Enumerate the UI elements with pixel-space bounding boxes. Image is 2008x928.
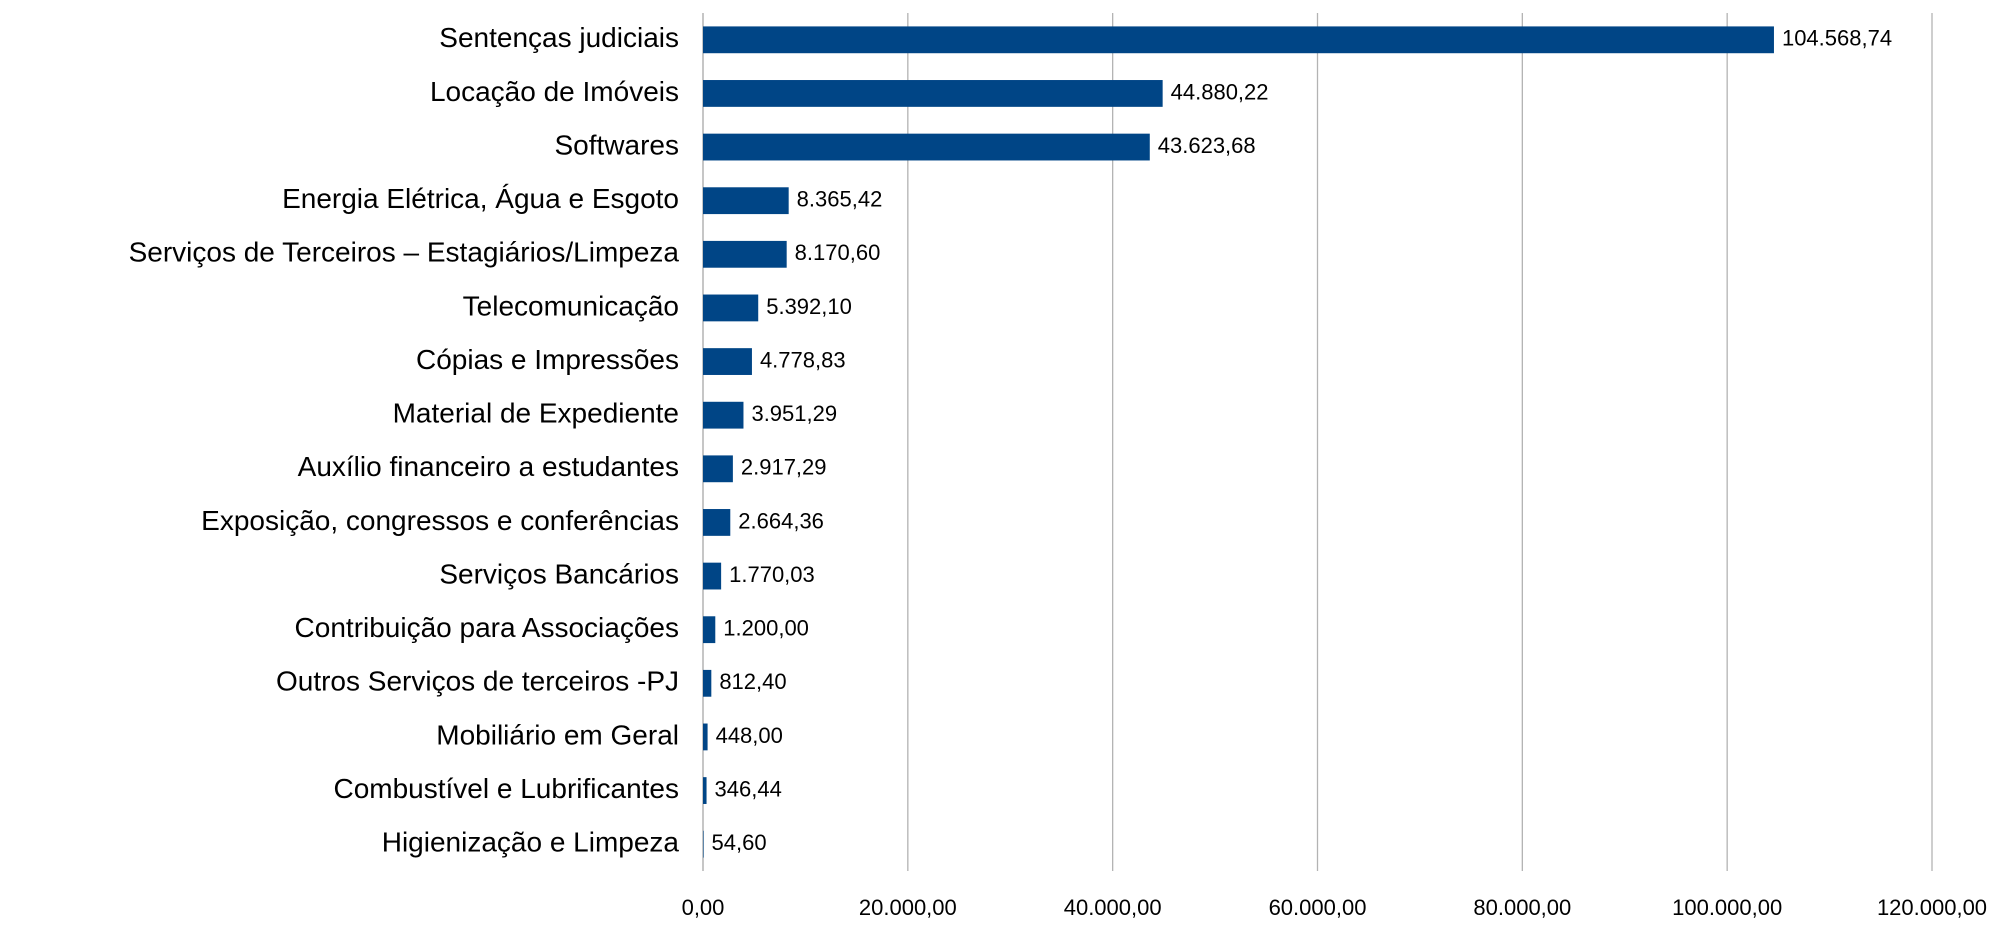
value-label: 4.778,83 (760, 347, 846, 372)
bar (703, 723, 708, 751)
value-label: 1.770,03 (729, 562, 815, 587)
bar (703, 562, 722, 590)
y-tick-label: Higienização e Limpeza (382, 827, 680, 858)
y-tick-label: Outros Serviços de terceiros -PJ (276, 666, 679, 697)
value-label: 346,44 (715, 776, 782, 801)
x-tick-label: 0,00 (682, 895, 725, 920)
x-tick-label: 100.000,00 (1672, 895, 1782, 920)
value-label: 5.392,10 (766, 294, 852, 319)
y-tick-label: Exposição, congressos e conferências (201, 505, 679, 536)
value-label: 448,00 (716, 723, 783, 748)
x-tick-label: 120.000,00 (1877, 895, 1987, 920)
value-label: 812,40 (719, 669, 786, 694)
bar (703, 830, 704, 858)
value-label: 54,60 (712, 830, 767, 855)
value-label: 2.917,29 (741, 455, 827, 480)
y-tick-label: Combustível e Lubrificantes (333, 773, 679, 804)
y-tick-label: Locação de Imóveis (430, 76, 679, 107)
y-tick-label: Telecomunicação (463, 290, 679, 321)
x-tick-label: 60.000,00 (1269, 895, 1367, 920)
value-label: 43.623,68 (1158, 133, 1256, 158)
bar (703, 455, 733, 483)
bar (703, 187, 789, 215)
y-tick-label: Serviços de Terceiros – Estagiários/Limp… (129, 237, 680, 268)
x-tick-label: 20.000,00 (859, 895, 957, 920)
value-label: 8.365,42 (797, 187, 883, 212)
bar (703, 26, 1774, 54)
value-label: 8.170,60 (795, 240, 881, 265)
bar (703, 777, 707, 804)
bar (703, 348, 752, 375)
y-tick-label: Material de Expediente (393, 398, 679, 429)
value-label: 2.664,36 (738, 508, 824, 533)
value-label: 104.568,74 (1782, 26, 1892, 51)
bar (703, 80, 1163, 107)
x-tick-label: 80.000,00 (1473, 895, 1571, 920)
bar (703, 669, 712, 697)
y-tick-label: Sentenças judiciais (439, 22, 679, 53)
y-tick-label: Softwares (555, 129, 680, 160)
y-tick-label: Cópias e Impressões (416, 344, 679, 375)
y-tick-label: Energia Elétrica, Água e Esgoto (282, 183, 679, 214)
bar (703, 240, 787, 268)
value-label: 3.951,29 (751, 401, 837, 426)
bar (703, 616, 716, 644)
x-tick-label: 40.000,00 (1064, 895, 1162, 920)
value-label: 44.880,22 (1171, 79, 1269, 104)
y-tick-label: Serviços Bancários (439, 558, 679, 589)
y-tick-label: Mobiliário em Geral (436, 719, 679, 750)
bar (703, 401, 744, 429)
bar (703, 133, 1150, 161)
y-tick-label: Contribuição para Associações (295, 612, 679, 643)
bar (703, 509, 731, 536)
value-label: 1.200,00 (723, 616, 809, 641)
bar (703, 294, 759, 322)
y-tick-label: Auxílio financeiro a estudantes (298, 451, 679, 482)
